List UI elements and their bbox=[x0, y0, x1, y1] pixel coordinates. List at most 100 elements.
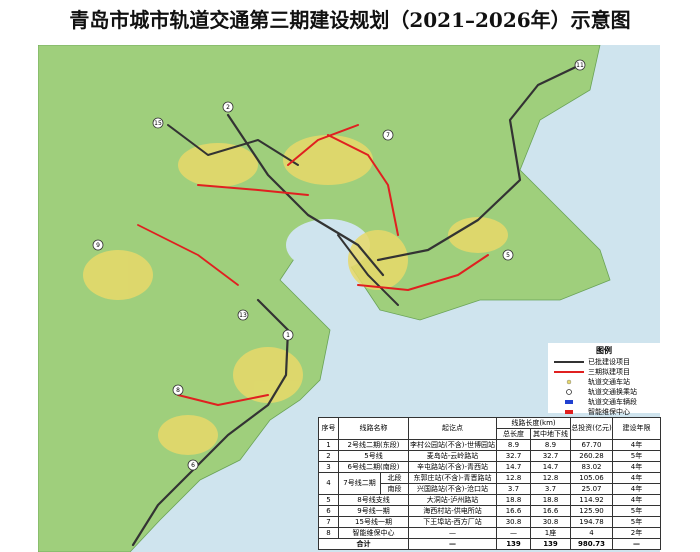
legend-item: 轨道交通换乘站 bbox=[548, 387, 660, 397]
table-cell: 4年 bbox=[612, 472, 661, 484]
table-cell: 5年 bbox=[612, 450, 661, 462]
table-cell: 智能维保中心 bbox=[338, 527, 409, 539]
line-badge: 8 bbox=[172, 384, 184, 396]
badge-circle bbox=[222, 101, 234, 113]
table-cell: 32.7 bbox=[530, 450, 571, 462]
table-cell: 4 bbox=[318, 472, 339, 495]
table-cell: 16.6 bbox=[496, 505, 531, 517]
table-cell: 194.78 bbox=[570, 516, 613, 528]
badge-label: 5 bbox=[506, 252, 510, 259]
legend-label: 三期拟建项目 bbox=[588, 368, 630, 376]
table-cell: 南段 bbox=[380, 483, 409, 495]
badge-circle bbox=[574, 59, 586, 71]
badge-label: 1 bbox=[286, 332, 290, 339]
badge-label: 15 bbox=[154, 120, 162, 127]
line-badge: 13 bbox=[237, 309, 249, 321]
table-row: 1 2号线二期(东段) 李村公园站(不含)-世博园站 8.9 8.9 67.70 4年 bbox=[318, 439, 661, 451]
table-row: 4 7号线二期 北段 东郭庄站(不含)-青晋路站 12.8 12.8 105.06 4年 bbox=[318, 472, 661, 495]
table-cell: 260.28 bbox=[570, 450, 613, 462]
table-cell: 东郭庄站(不含)-青晋路站 bbox=[408, 472, 497, 484]
table-cell: 合计 bbox=[318, 538, 409, 550]
table-cell: 5 bbox=[318, 494, 339, 506]
legend-item: 轨道交通车站 bbox=[548, 377, 660, 387]
table-cell: 大洞站-泸州路站 bbox=[408, 494, 497, 506]
table-cell: 麦岛站-云岭路站 bbox=[408, 450, 497, 462]
table-cell: 15号线一期 bbox=[338, 516, 409, 528]
table-cell: 4年 bbox=[612, 494, 661, 506]
badge-circle bbox=[92, 239, 104, 251]
table-cell: 6号线二期(南段) bbox=[338, 461, 409, 473]
line-badge: 1 bbox=[282, 329, 294, 341]
header-cell: 线路名称 bbox=[338, 417, 409, 440]
badge-label: 7 bbox=[386, 132, 390, 139]
badge-label: 8 bbox=[176, 387, 180, 394]
table-cell: 83.02 bbox=[570, 461, 613, 473]
header-cell: 线路长度(km) bbox=[496, 417, 571, 429]
table-cell: 12.8 bbox=[496, 472, 531, 484]
table-cell: 980.73 bbox=[570, 538, 613, 550]
table-cell: 3 bbox=[318, 461, 339, 473]
table-cell: 12.8 bbox=[530, 472, 571, 484]
table-cell: 32.7 bbox=[496, 450, 531, 462]
table-cell: 18.8 bbox=[496, 494, 531, 506]
line-badge: 11 bbox=[574, 59, 586, 71]
line-badge: 5 bbox=[502, 249, 514, 261]
badge-label: 2 bbox=[226, 104, 230, 111]
table-cell: 4年 bbox=[612, 483, 661, 495]
header-cell: 其中地下线 bbox=[530, 428, 571, 440]
table-cell: 7 bbox=[318, 516, 339, 528]
legend-title: 图例 bbox=[596, 346, 612, 355]
table-cell: 139 bbox=[530, 538, 571, 550]
line-badge: 2 bbox=[222, 101, 234, 113]
table-cell: 2号线二期(东段) bbox=[338, 439, 409, 451]
table-cell: 3.7 bbox=[530, 483, 571, 495]
table-cell: 4 bbox=[570, 527, 613, 539]
table-cell: 3.7 bbox=[496, 483, 531, 495]
table-row: 6 9号线一期 海西村站-供电所站 16.6 16.6 125.90 5年 bbox=[318, 505, 661, 517]
header-cell: 建设年限 bbox=[612, 417, 661, 440]
header-cell: 序号 bbox=[318, 417, 339, 440]
table-cell: — bbox=[408, 538, 497, 550]
table-cell: 7号线二期 bbox=[338, 472, 381, 495]
table-cell: 125.90 bbox=[570, 505, 613, 517]
line-badge: 9 bbox=[92, 239, 104, 251]
legend-label: 轨道交通车站 bbox=[588, 378, 630, 386]
badge-circle bbox=[152, 117, 164, 129]
table-cell: 北段 bbox=[380, 472, 409, 484]
legend-label: 智能维保中心 bbox=[588, 408, 630, 416]
table-cell: 5年 bbox=[612, 516, 661, 528]
header-cell: 总长度 bbox=[496, 428, 531, 440]
badge-label: 6 bbox=[191, 462, 195, 469]
line-badge: 6 bbox=[187, 459, 199, 471]
table-row: 5 8号线支线 大洞站-泸州路站 18.8 18.8 114.92 4年 bbox=[318, 494, 661, 506]
table-row: 合计 —139 139 980.73— bbox=[318, 538, 661, 550]
table-cell: 139 bbox=[496, 538, 531, 550]
table-cell: 2 bbox=[318, 450, 339, 462]
line-badge: 15 bbox=[152, 117, 164, 129]
table-cell: 李村公园站(不含)-世博园站 bbox=[408, 439, 497, 451]
table-cell: 8号线支线 bbox=[338, 494, 409, 506]
map-title: 青岛市城市轨道交通第三期建设规划（2021–2026年）示意图 bbox=[69, 8, 631, 32]
legend-item: 轨道交通车辆段 bbox=[548, 397, 660, 407]
legend-item: 智能维保中心 bbox=[548, 407, 660, 417]
table-cell: 18.8 bbox=[530, 494, 571, 506]
table-cell: 兴国路站(不含)-沧口站 bbox=[408, 483, 497, 495]
badge-label: 13 bbox=[239, 312, 247, 319]
table-cell: 67.70 bbox=[570, 439, 613, 451]
badge-circle bbox=[282, 329, 294, 341]
table-cell: 9号线一期 bbox=[338, 505, 409, 517]
table-body: 1 2号线二期(东段) 李村公园站(不含)-世博园站 8.9 8.9 67.70 4年 2 5号… bbox=[318, 439, 661, 550]
table-cell: 25.07 bbox=[570, 483, 613, 495]
table-cell: 海西村站-供电所站 bbox=[408, 505, 497, 517]
table-cell: 6 bbox=[318, 505, 339, 517]
table-cell: 30.8 bbox=[530, 516, 571, 528]
table-cell: 30.8 bbox=[496, 516, 531, 528]
legend-label: 轨道交通换乘站 bbox=[588, 388, 637, 396]
badge-circle bbox=[237, 309, 249, 321]
table-cell: 16.6 bbox=[530, 505, 571, 517]
table-cell: 辛屯路站(不含)-青西站 bbox=[408, 461, 497, 473]
table-cell: 4年 bbox=[612, 461, 661, 473]
table-row: 2 5号线 麦岛站-云岭路站 32.7 32.7 260.28 5年 bbox=[318, 450, 661, 462]
